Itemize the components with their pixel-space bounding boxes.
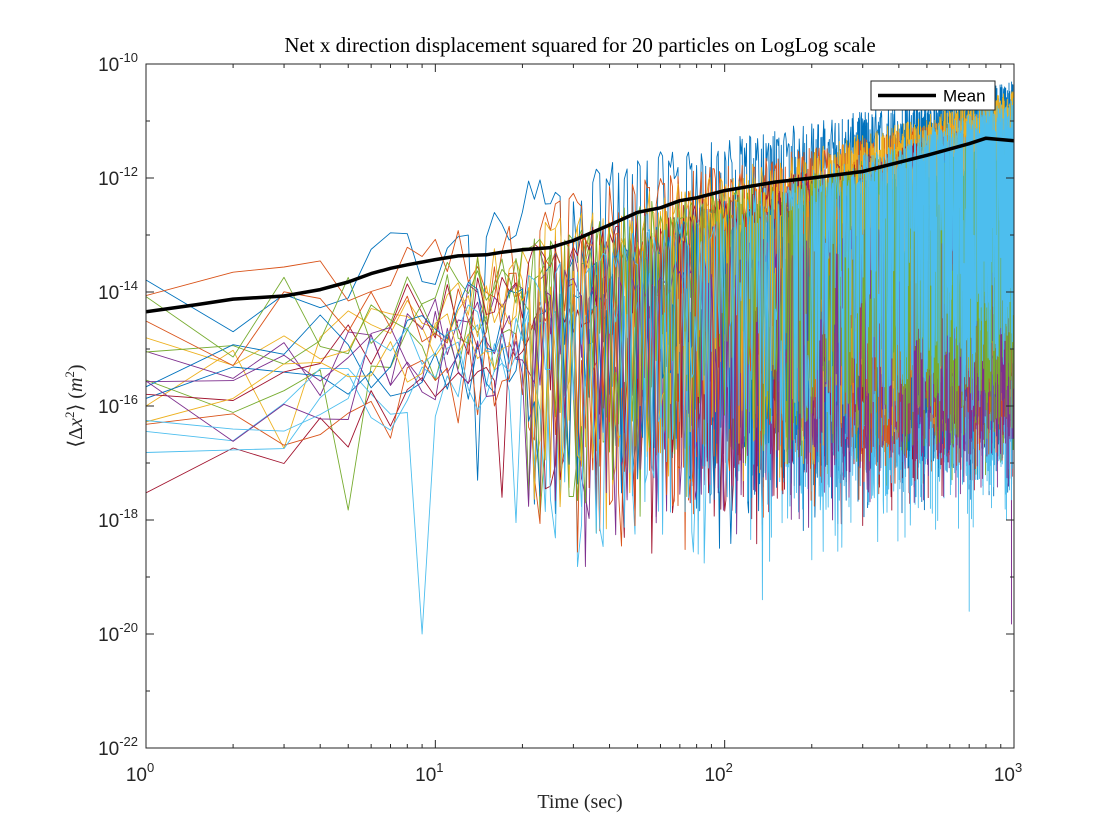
- y-axis-label: ⟨Δx2⟩ (m2): [62, 364, 87, 447]
- mean-series-group: [146, 136, 1014, 314]
- y-tick-label: 10-18: [98, 506, 138, 532]
- y-axis-label-part: ⟨Δ: [65, 427, 87, 448]
- mean-series-line: [146, 136, 1014, 314]
- y-axis-label-part: x: [65, 418, 87, 428]
- legend-mean-label: Mean: [943, 87, 986, 106]
- x-tick-exponent: 3: [1015, 760, 1022, 775]
- y-tick-base: 10: [98, 625, 119, 646]
- y-tick-exponent: -18: [119, 506, 138, 521]
- particle-series-line: [146, 97, 1014, 534]
- x-tick-base: 10: [415, 765, 436, 786]
- axis-ticks: [145, 63, 1015, 749]
- x-tick-base: 10: [994, 765, 1015, 786]
- y-tick-label: 10-12: [98, 164, 138, 190]
- y-axis-label-part: 2: [62, 412, 77, 419]
- x-tick-exponent: 2: [726, 760, 733, 775]
- y-tick-label: 10-16: [98, 392, 138, 418]
- x-tick-exponent: 1: [436, 760, 443, 775]
- y-tick-base: 10: [98, 397, 119, 418]
- y-axis-label-part: ⟩ (: [65, 392, 87, 412]
- y-tick-exponent: -14: [119, 278, 138, 293]
- y-tick-label: 10-22: [98, 734, 138, 760]
- y-tick-exponent: -16: [119, 392, 138, 407]
- x-tick-base: 10: [126, 765, 147, 786]
- y-tick-base: 10: [98, 283, 119, 304]
- y-tick-label: 10-14: [98, 278, 138, 304]
- x-tick-label: 102: [704, 760, 732, 786]
- x-axis-label: Time (sec): [537, 791, 622, 813]
- y-tick-base: 10: [98, 169, 119, 190]
- y-tick-exponent: -10: [119, 50, 138, 65]
- particle-series-group: [146, 81, 1014, 635]
- legend: Mean: [870, 80, 996, 111]
- x-tick-label: 100: [126, 760, 154, 786]
- x-tick-label: 103: [994, 760, 1022, 786]
- x-tick-labels: 100 101 102 103: [126, 760, 1022, 786]
- x-tick-exponent: 0: [147, 760, 154, 775]
- y-tick-base: 10: [98, 55, 119, 76]
- y-tick-base: 10: [98, 739, 119, 760]
- y-axis-label-part: ): [65, 364, 87, 371]
- x-tick-label: 101: [415, 760, 443, 786]
- y-tick-label: 10-10: [98, 50, 138, 76]
- y-tick-exponent: -20: [119, 620, 138, 635]
- y-axis-label-part: 2: [62, 371, 77, 378]
- y-tick-base: 10: [98, 511, 119, 532]
- chart-title: Net x direction displacement squared for…: [284, 33, 875, 57]
- y-tick-exponent: -22: [119, 734, 138, 749]
- y-tick-exponent: -12: [119, 164, 138, 179]
- y-axis-label-part: m: [65, 378, 87, 392]
- y-tick-label: 10-20: [98, 620, 138, 646]
- x-tick-base: 10: [704, 765, 725, 786]
